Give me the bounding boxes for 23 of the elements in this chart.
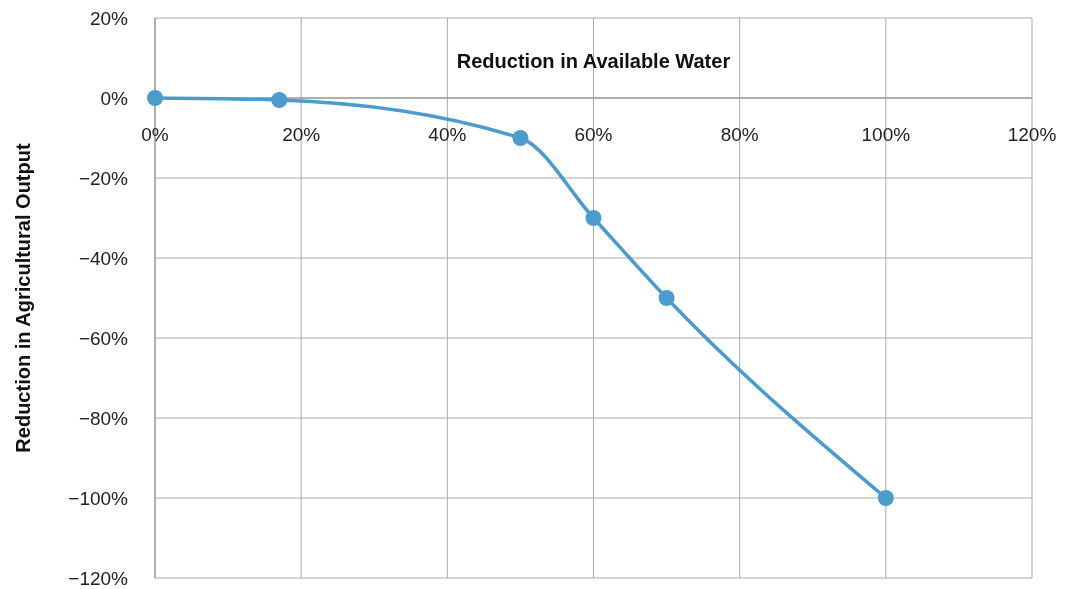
point (512, 130, 529, 146)
point (877, 490, 894, 506)
point (658, 290, 675, 306)
y-tick-label: −120% (68, 567, 129, 589)
x-tick-label: 20% (282, 124, 321, 145)
y-tick-label: 20% (89, 7, 129, 29)
y-tick-label: 0% (100, 87, 129, 109)
point (271, 92, 288, 108)
point (147, 90, 163, 106)
x-tick-label: 60% (574, 124, 613, 145)
x-tick-label: 100% (861, 124, 911, 145)
x-tick-label: 40% (428, 124, 467, 145)
point (585, 210, 602, 226)
x-axis-title: Reduction in Available Water (456, 50, 731, 72)
y-tick-label: −40% (78, 247, 129, 269)
y-tick-label: −100% (68, 487, 129, 509)
y-tick-label: −80% (78, 407, 129, 429)
x-tick-label: 120% (1007, 124, 1057, 145)
y-tick-label: −60% (78, 327, 129, 349)
y-axis-title: Reduction in Agricultural Output (12, 143, 34, 453)
y-tick-label: −20% (78, 167, 129, 189)
x-tick-label: 0% (141, 124, 169, 145)
x-tick-label: 80% (720, 124, 759, 145)
